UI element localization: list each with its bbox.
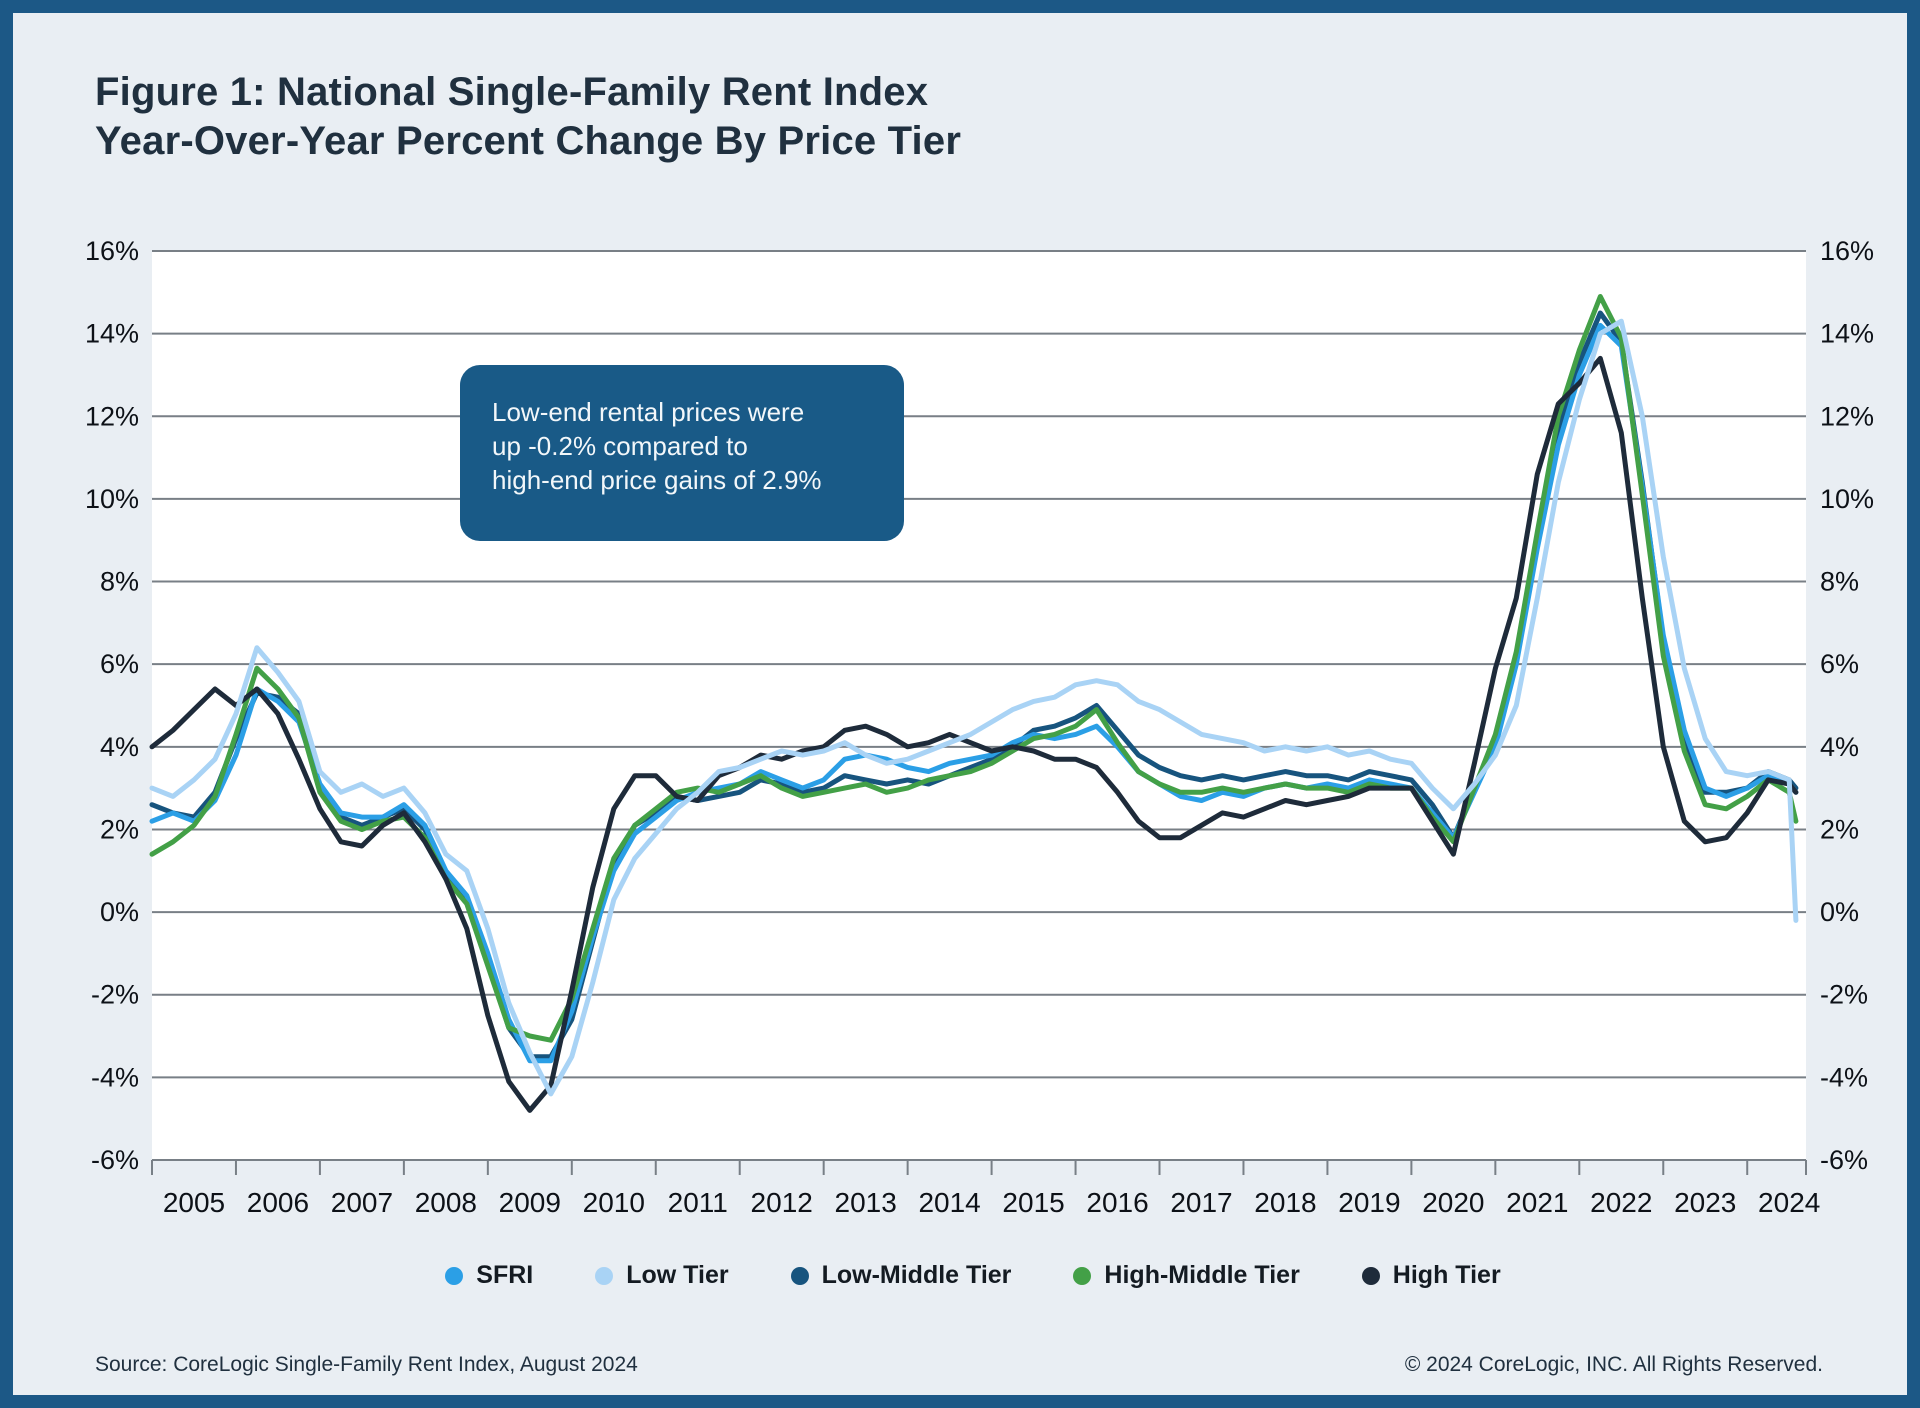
x-axis-label: 2012 — [751, 1187, 813, 1218]
legend-label: SFRI — [476, 1261, 534, 1289]
x-axis-label: 2013 — [835, 1187, 897, 1218]
x-axis-label: 2023 — [1674, 1187, 1736, 1218]
legend-label: Low Tier — [626, 1261, 729, 1289]
legend-swatch-icon — [595, 1266, 614, 1285]
y-axis-label-left: 12% — [85, 401, 139, 431]
y-axis-label-left: -2% — [91, 980, 139, 1010]
x-axis-label: 2005 — [163, 1187, 225, 1218]
legend-item-sfri: SFRI — [445, 1261, 533, 1290]
x-axis-label: 2010 — [583, 1187, 645, 1218]
x-axis-label: 2006 — [247, 1187, 309, 1218]
legend-item-high-tier: High Tier — [1361, 1261, 1501, 1290]
x-axis-label: 2024 — [1758, 1187, 1820, 1218]
page-title: Figure 1: National Single-Family Rent In… — [95, 68, 961, 166]
y-axis-label-right: 14% — [1820, 319, 1874, 349]
y-axis-label-left: -6% — [91, 1145, 139, 1175]
y-axis-label-right: 8% — [1820, 567, 1859, 597]
legend-swatch-icon — [1073, 1266, 1092, 1285]
legend-swatch-icon — [445, 1266, 464, 1285]
y-axis-label-right: -6% — [1820, 1145, 1868, 1175]
chart-legend: SFRI Low Tier Low-Middle Tier High-Middle T… — [13, 1261, 1907, 1290]
y-axis-label-left: 8% — [100, 567, 139, 597]
y-axis-label-left: 4% — [100, 732, 139, 762]
y-axis-label-left: 14% — [85, 319, 139, 349]
y-axis-label-right: -4% — [1820, 1062, 1868, 1092]
legend-label: High Tier — [1392, 1261, 1501, 1289]
y-axis-label-left: 6% — [100, 649, 139, 679]
line-chart: 16% 16% 14% 14% 12% 12% 10% 10% 8% 8% 6% 6% 4% 4% 2% 2%… — [85, 236, 1874, 1218]
y-axis-label-left: 0% — [100, 897, 139, 927]
legend-item-high-middle-tier: High-Middle Tier — [1073, 1261, 1300, 1290]
y-axis-label-left: 10% — [85, 484, 139, 514]
y-axis-label-right: 16% — [1820, 236, 1874, 266]
series-line-low-tier — [149, 318, 1799, 1097]
source-note: Source: CoreLogic Single-Family Rent Ind… — [95, 1353, 638, 1376]
x-axis-label: 2008 — [415, 1187, 477, 1218]
x-axis-label: 2019 — [1338, 1187, 1400, 1218]
x-axis-label: 2014 — [918, 1187, 980, 1218]
y-axis-label-right: 10% — [1820, 484, 1874, 514]
plot-area — [152, 251, 1806, 1160]
y-axis-label-right: -2% — [1820, 980, 1868, 1010]
legend-label: High-Middle Tier — [1104, 1261, 1300, 1289]
y-axis-label-left: 16% — [85, 236, 139, 266]
y-axis-label-left: 2% — [100, 814, 139, 844]
y-axis-label-right: 12% — [1820, 401, 1874, 431]
x-axis-label: 2022 — [1590, 1187, 1652, 1218]
legend-swatch-icon — [1361, 1266, 1380, 1285]
x-axis-label: 2015 — [1002, 1187, 1064, 1218]
x-axis-label: 2018 — [1254, 1187, 1316, 1218]
x-axis-label: 2016 — [1086, 1187, 1148, 1218]
legend-swatch-icon — [790, 1266, 809, 1285]
y-axis-label-left: -4% — [91, 1062, 139, 1092]
y-axis-label-right: 6% — [1820, 649, 1859, 679]
x-axis-label: 2017 — [1170, 1187, 1232, 1218]
series-line-high-tier — [149, 355, 1799, 1113]
legend-item-low-tier: Low Tier — [595, 1261, 729, 1290]
legend-label: Low-Middle Tier — [821, 1261, 1012, 1289]
x-axis-label: 2021 — [1506, 1187, 1568, 1218]
y-axis-label-right: 4% — [1820, 732, 1859, 762]
title-line-2: Year-Over-Year Percent Change By Price T… — [95, 119, 962, 163]
annotation-callout: Low-end rental prices were up -0.2% comp… — [460, 365, 904, 541]
x-axis-label: 2007 — [331, 1187, 393, 1218]
legend-item-low-middle-tier: Low-Middle Tier — [790, 1261, 1012, 1290]
x-axis-label: 2011 — [668, 1187, 728, 1218]
title-line-1: Figure 1: National Single-Family Rent In… — [95, 70, 929, 114]
y-axis-label-right: 2% — [1820, 814, 1859, 844]
x-axis-label: 2020 — [1422, 1187, 1484, 1218]
series-line-sfri — [149, 322, 1799, 1064]
copyright-note: © 2024 CoreLogic, INC. All Rights Reserv… — [1404, 1353, 1823, 1376]
x-axis-label: 2009 — [499, 1187, 561, 1218]
y-axis-label-right: 0% — [1820, 897, 1859, 927]
